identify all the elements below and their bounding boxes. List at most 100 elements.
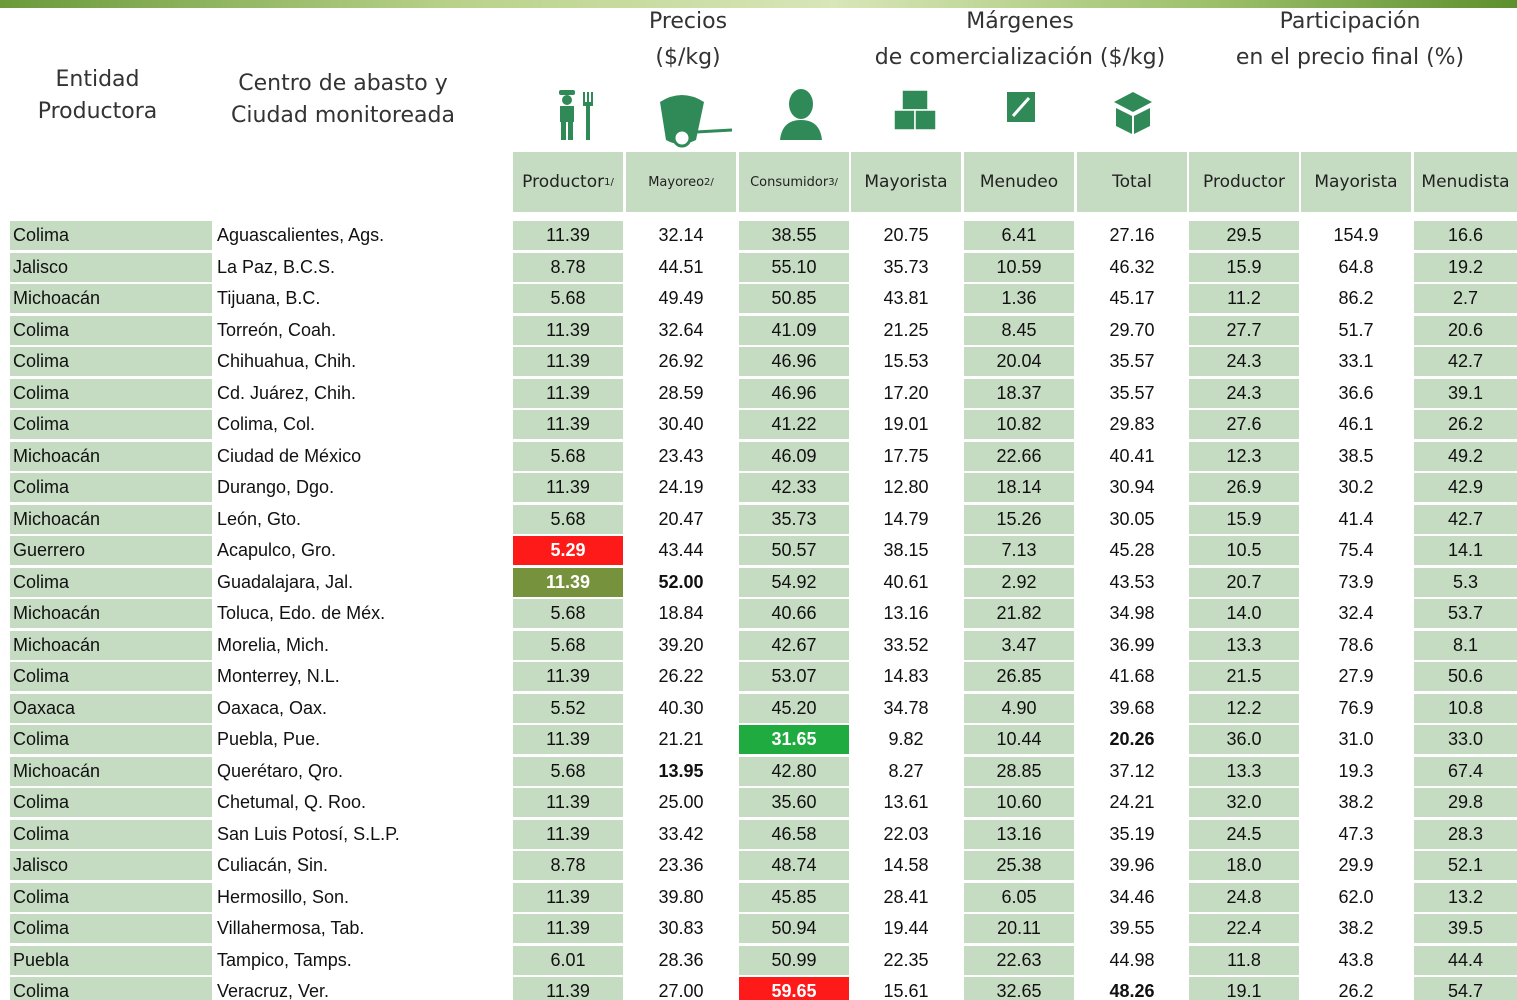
heading-line: Centro de abasto y [213, 68, 473, 100]
value-cell: 43.81 [851, 284, 961, 313]
value-cell: 53.07 [739, 662, 849, 691]
column-label: Total [1112, 172, 1152, 192]
value-cell: 1.36 [964, 284, 1074, 313]
value-cell: 32.64 [626, 316, 736, 345]
value-cell: 52.00 [626, 568, 736, 597]
value-cell: 12.3 [1189, 442, 1299, 471]
value-cell: 11.2 [1189, 284, 1299, 313]
value-cell: 35.60 [739, 788, 849, 817]
value-cell: 22.63 [964, 946, 1074, 975]
value-cell: 39.96 [1077, 851, 1187, 880]
city-cell: Villahermosa, Tab. [217, 914, 507, 943]
column-header: Mayorista [1301, 152, 1411, 212]
entity-cell: Guerrero [10, 536, 212, 565]
value-cell: 43.8 [1301, 946, 1411, 975]
value-cell: 27.6 [1189, 410, 1299, 439]
value-cell: 20.26 [1077, 725, 1187, 754]
value-cell: 13.95 [626, 757, 736, 786]
value-cell: 11.39 [513, 568, 623, 597]
value-cell: 4.90 [964, 694, 1074, 723]
value-cell: 13.16 [964, 820, 1074, 849]
value-cell: 13.3 [1189, 757, 1299, 786]
value-cell: 19.44 [851, 914, 961, 943]
city-cell: Tampico, Tamps. [217, 946, 507, 975]
column-header: Mayorista [851, 152, 961, 212]
value-cell: 23.36 [626, 851, 736, 880]
wholesaler-icon [892, 88, 938, 134]
value-cell: 27.7 [1189, 316, 1299, 345]
value-cell: 46.32 [1077, 253, 1187, 282]
column-label: Mayorista [864, 172, 947, 192]
value-cell: 36.99 [1077, 631, 1187, 660]
value-cell: 26.2 [1414, 410, 1517, 439]
heading-line: de comercialización ($/kg) [850, 40, 1190, 76]
value-cell: 48.74 [739, 851, 849, 880]
heading-line: Participación [1200, 4, 1500, 40]
entity-cell: Jalisco [10, 253, 212, 282]
value-cell: 24.21 [1077, 788, 1187, 817]
column-header: Mayoreo2/ [626, 152, 736, 212]
city-cell: Veracruz, Ver. [217, 977, 507, 1000]
value-cell: 45.17 [1077, 284, 1187, 313]
entity-cell: Michoacán [10, 284, 212, 313]
value-cell: 30.94 [1077, 473, 1187, 502]
value-cell: 42.80 [739, 757, 849, 786]
value-cell: 6.01 [513, 946, 623, 975]
value-cell: 13.16 [851, 599, 961, 628]
entity-cell: Colima [10, 379, 212, 408]
value-cell: 50.85 [739, 284, 849, 313]
entity-cell: Colima [10, 473, 212, 502]
column-note: 1/ [604, 177, 614, 188]
value-cell: 31.65 [739, 725, 849, 754]
value-cell: 19.01 [851, 410, 961, 439]
value-cell: 15.9 [1189, 505, 1299, 534]
entity-cell: Colima [10, 568, 212, 597]
value-cell: 43.53 [1077, 568, 1187, 597]
value-cell: 55.10 [739, 253, 849, 282]
value-cell: 11.39 [513, 788, 623, 817]
value-cell: 46.1 [1301, 410, 1411, 439]
city-cell: Durango, Dgo. [217, 473, 507, 502]
value-cell: 32.0 [1189, 788, 1299, 817]
heading-line: ($/kg) [600, 40, 776, 76]
value-cell: 27.9 [1301, 662, 1411, 691]
value-cell: 15.61 [851, 977, 961, 1000]
value-cell: 41.4 [1301, 505, 1411, 534]
value-cell: 35.73 [851, 253, 961, 282]
value-cell: 12.80 [851, 473, 961, 502]
value-cell: 45.85 [739, 883, 849, 912]
city-cell: Chihuahua, Chih. [217, 347, 507, 376]
value-cell: 11.39 [513, 410, 623, 439]
value-cell: 40.61 [851, 568, 961, 597]
retail-icon [1005, 88, 1037, 128]
entity-cell: Colima [10, 410, 212, 439]
value-cell: 33.52 [851, 631, 961, 660]
value-cell: 46.09 [739, 442, 849, 471]
value-cell: 26.85 [964, 662, 1074, 691]
value-cell: 30.05 [1077, 505, 1187, 534]
entity-cell: Colima [10, 820, 212, 849]
entity-cell: Colima [10, 662, 212, 691]
column-label: Mayorista [1314, 172, 1397, 192]
value-cell: 50.6 [1414, 662, 1517, 691]
value-cell: 29.70 [1077, 316, 1187, 345]
value-cell: 11.39 [513, 347, 623, 376]
city-cell: Guadalajara, Jal. [217, 568, 507, 597]
value-cell: 41.22 [739, 410, 849, 439]
value-cell: 13.2 [1414, 883, 1517, 912]
value-cell: 51.7 [1301, 316, 1411, 345]
value-cell: 40.66 [739, 599, 849, 628]
value-cell: 28.85 [964, 757, 1074, 786]
heading-line: Márgenes [850, 4, 1190, 40]
value-cell: 11.8 [1189, 946, 1299, 975]
value-cell: 20.11 [964, 914, 1074, 943]
value-cell: 33.1 [1301, 347, 1411, 376]
value-cell: 14.79 [851, 505, 961, 534]
value-cell: 34.46 [1077, 883, 1187, 912]
heading-line: Entidad [0, 64, 195, 96]
column-label: Consumidor [750, 175, 828, 190]
value-cell: 54.92 [739, 568, 849, 597]
